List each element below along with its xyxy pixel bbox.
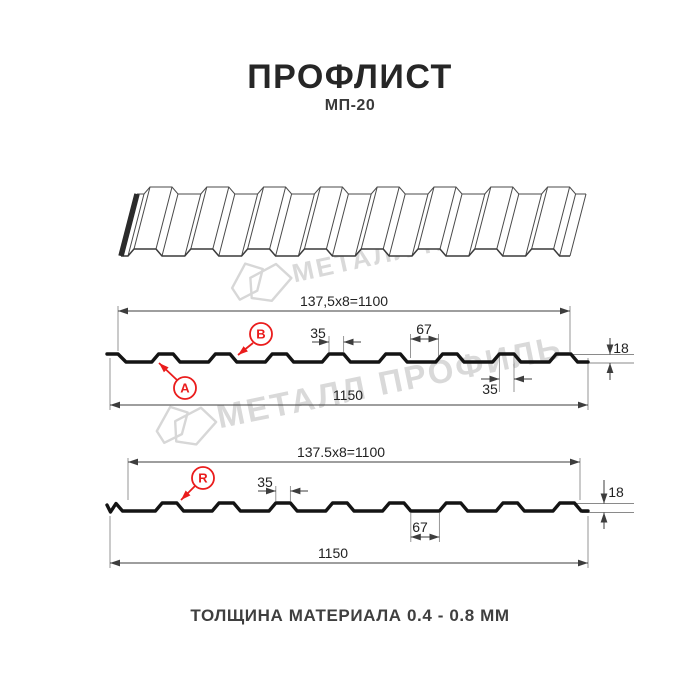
dim-label-overall: 1150 <box>333 387 363 403</box>
sheet-far-edge <box>137 186 586 195</box>
dim-label-rib-top: 35 <box>310 325 326 341</box>
metal-profil-logo-icon <box>230 262 293 302</box>
section-r-profile <box>105 501 590 514</box>
dim-label-height: 18 <box>608 484 624 500</box>
callout-r-label: R <box>198 471 208 486</box>
callout-b-label: B <box>256 327 265 342</box>
dim-label-module: 137,5x8=1100 <box>300 293 388 309</box>
dim-label-module: 137.5x8=1100 <box>297 444 385 460</box>
callout-r: R <box>180 466 215 501</box>
dim-label-rib-opening: 67 <box>416 321 432 337</box>
dim-label-rib-top-lower: 35 <box>482 381 498 397</box>
page-subtitle: МП-20 <box>324 97 376 114</box>
sheet-cut-edge <box>118 193 140 257</box>
sheet-surface <box>121 187 586 256</box>
thickness-note: ТОЛЩИНА МАТЕРИАЛА 0.4 - 0.8 ММ <box>190 606 510 625</box>
profile-3d-view <box>118 186 587 257</box>
section-view-a: 137,5x8=1100 1150 35 67 18 35 A B <box>105 293 634 410</box>
callout-a-label: A <box>180 381 190 396</box>
section-view-r: 137.5x8=1100 1150 35 67 18 R <box>105 444 634 568</box>
sheet-near-edge <box>121 248 570 257</box>
page-title: ПРОФЛИСТ <box>247 58 453 96</box>
dim-label-height: 18 <box>613 340 629 356</box>
metal-profil-logo-icon <box>155 405 218 446</box>
section-a-profile <box>105 352 590 364</box>
dim-label-rib-top: 35 <box>257 474 273 490</box>
dim-label-overall: 1150 <box>318 545 348 561</box>
sheet-rib-lines <box>127 186 587 257</box>
callout-b: B <box>237 322 273 356</box>
callout-a: A <box>158 362 197 400</box>
dim-label-rib-opening: 67 <box>412 519 428 535</box>
